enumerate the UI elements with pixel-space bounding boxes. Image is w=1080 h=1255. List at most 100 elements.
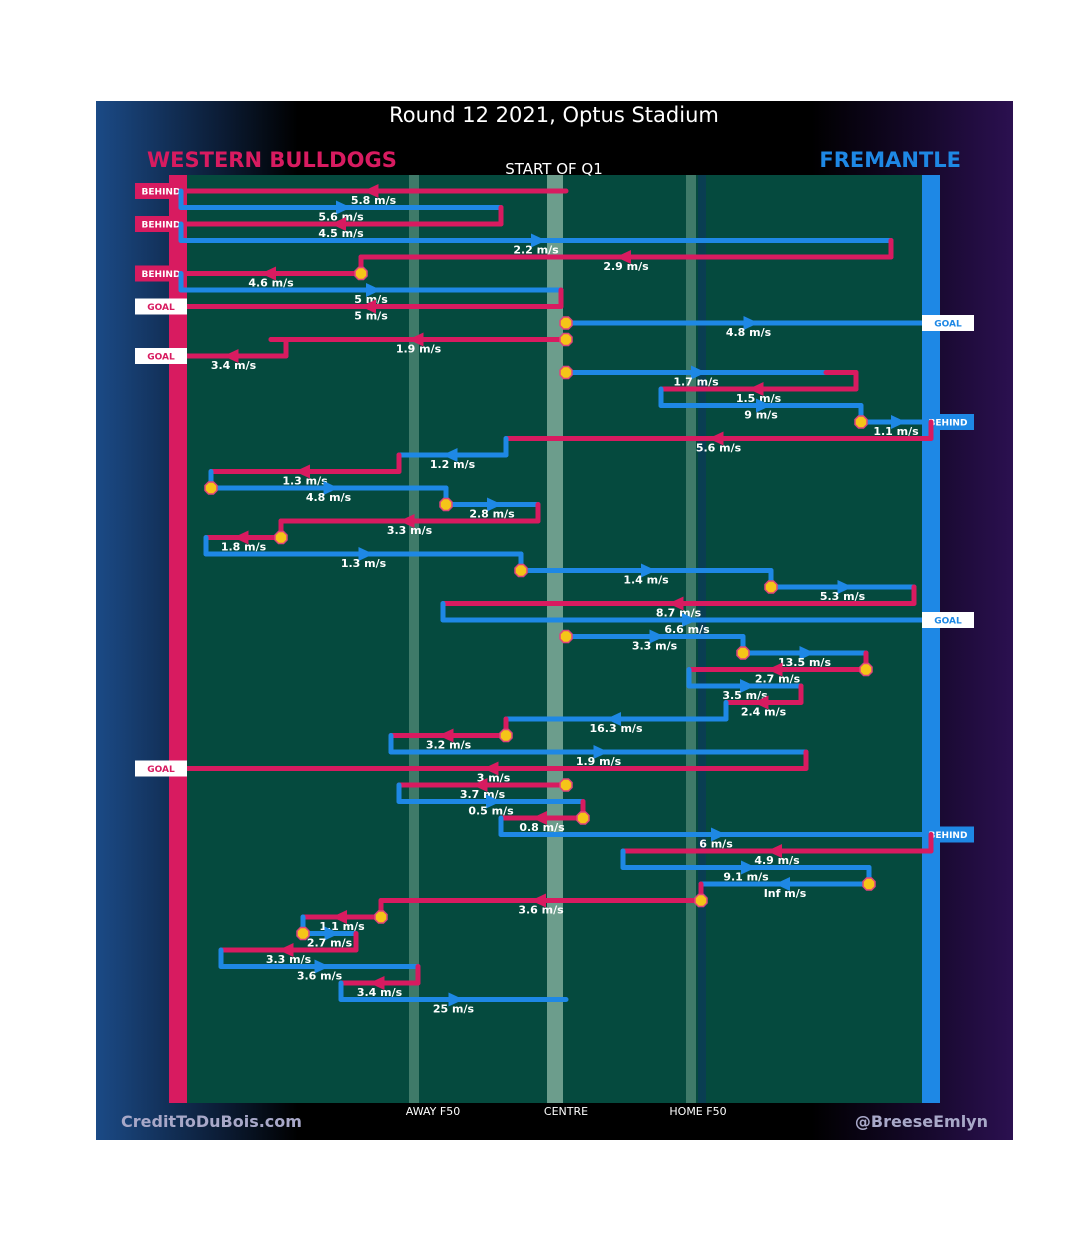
chain-speed-label: 1.5 m/s (736, 392, 782, 405)
chain-arrow (336, 200, 351, 215)
chain-speed-label: 2.4 m/s (741, 706, 787, 719)
chain-arrow (233, 530, 249, 545)
chain-10: 1.9 m/s (268, 332, 569, 356)
chain-48: 3.6 m/s (218, 947, 421, 983)
chain-13: 1.5 m/s (658, 370, 859, 405)
centre-band (547, 175, 563, 1103)
chain-28: 3.3 m/s (563, 629, 746, 653)
chain-speed-label: 4.5 m/s (318, 227, 364, 240)
chain-11: 3.4 m/s GOAL (135, 337, 289, 372)
chain-speed-label: 1.1 m/s (873, 425, 919, 438)
result-badge (135, 183, 187, 199)
chain-speed-label: 3.7 m/s (460, 788, 506, 801)
stoppage-marker (439, 497, 453, 512)
chain-arrow (408, 332, 424, 347)
result-badge (922, 612, 974, 628)
chain-9: 4.8 m/s GOAL (563, 315, 974, 339)
chart-title: Round 12 2021, Optus Stadium (389, 103, 719, 127)
stoppage-marker (296, 926, 310, 941)
chain-speed-label: 3.3 m/s (387, 524, 433, 537)
chain-arrow (711, 827, 726, 842)
stoppage-marker (862, 877, 876, 891)
chains-layer: 5.8 m/s BEHIND 5.6 m/s 4.5 m/s BEHIND 2.2 m/s… (135, 183, 974, 1016)
stoppage-marker (559, 332, 573, 347)
chain-50: 25 m/s (338, 980, 569, 1016)
chain-speed-label: 5.6 m/s (318, 211, 364, 224)
stoppage-marker (204, 481, 218, 495)
quarter-label: START OF Q1 (505, 160, 603, 178)
chain-speed-label: 3.4 m/s (357, 986, 403, 999)
chain-arrow (442, 448, 458, 462)
chain-14: 9 m/s (658, 386, 864, 422)
result-badge-label: BEHIND (142, 221, 181, 231)
credit-left: CreditToDuBois.com (121, 1112, 302, 1131)
chain-30: 2.7 m/s (686, 650, 869, 686)
chain-arrow (295, 464, 310, 479)
chain-34: 3.2 m/s (388, 716, 509, 752)
chain-speed-label: 5.3 m/s (820, 590, 866, 603)
chain-arrow (369, 976, 385, 990)
chain-speed-label: 1.2 m/s (430, 458, 476, 471)
x-axis-label: AWAY F50 (406, 1105, 460, 1118)
chain-arrow (314, 959, 330, 974)
result-badge-label: BEHIND (929, 419, 968, 429)
result-badge (135, 298, 187, 315)
chain-arrow (223, 349, 239, 363)
chain-speed-label: 9.1 m/s (723, 871, 769, 884)
chain-arrow (261, 266, 276, 281)
chain-speed-label: 4.8 m/s (726, 326, 772, 339)
chain-speed-label: 5 m/s (354, 293, 388, 306)
chain-12: 1.7 m/s (563, 365, 829, 389)
chain-speed-label: 2.8 m/s (469, 508, 515, 521)
chain-arrow (606, 712, 621, 726)
result-badge (135, 348, 187, 364)
chain-arrow (740, 679, 755, 693)
chain-arrow (483, 761, 499, 776)
chain-47: 3.3 m/s (218, 931, 359, 966)
chain-arrow (649, 629, 665, 644)
chain-arrow (531, 233, 546, 248)
chain-arrow (358, 547, 374, 561)
chain-37: 3.7 m/s (396, 778, 569, 801)
chain-40: 6 m/s BEHIND (498, 815, 974, 851)
stoppage-marker (854, 415, 868, 429)
chain-5: 2.9 m/s (358, 238, 894, 273)
chain-speed-label: 4.6 m/s (248, 277, 294, 290)
chain-speed-label: 1.9 m/s (396, 343, 442, 356)
stoppage-marker (764, 580, 778, 594)
chain-49: 3.4 m/s (338, 964, 421, 999)
stoppage-marker (736, 646, 750, 660)
chain-speed-label: 0.5 m/s (468, 805, 514, 818)
chain-speed-label: 3.2 m/s (426, 739, 472, 752)
result-badge-label: BEHIND (142, 188, 181, 198)
chain-arrow (616, 250, 631, 264)
x-axis-label: HOME F50 (669, 1105, 726, 1118)
chain-speed-label: 1.4 m/s (623, 574, 669, 587)
chain-speed-label: 3.5 m/s (722, 689, 768, 702)
chain-32: 2.4 m/s (723, 683, 804, 719)
chain-speed-label: 5.6 m/s (696, 442, 742, 455)
chain-arrow (399, 514, 415, 528)
chain-arrow (799, 646, 815, 660)
chain-arrow (775, 877, 790, 891)
chain-speed-label: 3.3 m/s (266, 953, 312, 966)
stoppage-marker (499, 728, 513, 743)
chain-speed-label: 6.6 m/s (664, 623, 710, 636)
result-badge (922, 315, 974, 331)
stoppage-marker (576, 811, 590, 825)
chain-7: 5 m/s (178, 271, 564, 306)
chain-46: 2.7 m/s (300, 914, 359, 950)
chain-24: 1.4 m/s (518, 551, 774, 587)
stoppage-marker (514, 563, 528, 578)
away-goal-line (922, 175, 940, 1103)
chain-arrow (741, 860, 756, 875)
chain-speed-label: 2.7 m/s (307, 937, 353, 950)
chain-speed-label: 1.9 m/s (576, 755, 622, 768)
chain-arrow (767, 662, 783, 677)
chain-arrow (472, 778, 488, 792)
chain-21: 3.3 m/s (278, 502, 541, 537)
chain-35: 1.9 m/s (388, 733, 809, 768)
chain-speed-label: 8.7 m/s (656, 607, 702, 620)
chain-arrow (363, 184, 379, 198)
chain-arrow (756, 398, 771, 413)
